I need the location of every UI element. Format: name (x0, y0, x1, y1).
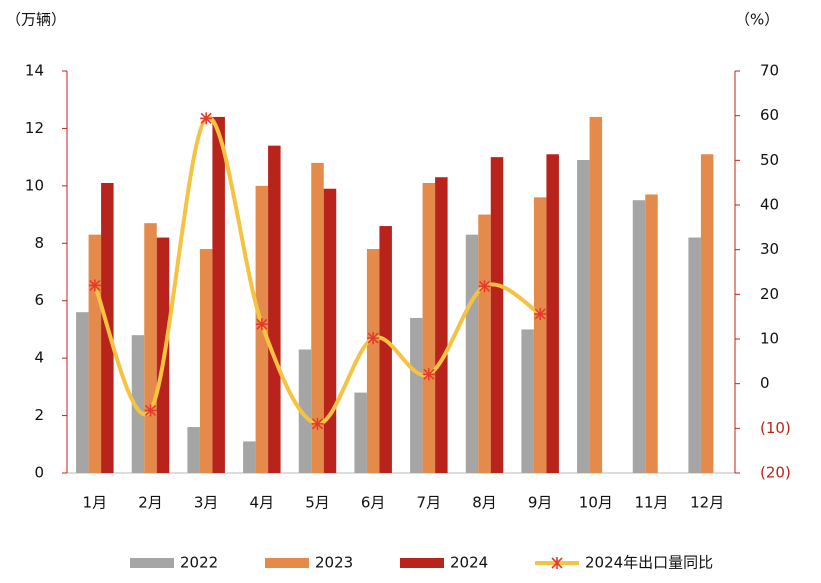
x-tick-label: 10月 (579, 494, 613, 512)
bar (700, 154, 714, 473)
y-tick-label: 8 (34, 234, 44, 252)
legend-label: 2024年出口量同比 (585, 554, 713, 572)
y-tick-label: 2 (34, 406, 44, 424)
y2-tick-label: 60 (760, 106, 779, 124)
y2-tick-label: (10) (760, 419, 791, 437)
bar (88, 234, 102, 473)
y-tick-label: 6 (34, 291, 44, 309)
bar (298, 349, 312, 473)
line-marker (255, 318, 268, 331)
x-tick-label: 1月 (83, 494, 108, 512)
y2-tick-label: 20 (760, 285, 779, 303)
bar (268, 145, 281, 473)
bar (410, 317, 423, 473)
legend-swatch (265, 558, 309, 568)
bar (366, 249, 380, 473)
bar (435, 177, 448, 473)
y2-tick-label: (20) (760, 464, 791, 482)
legend-label: 2022 (180, 554, 218, 572)
bar (311, 162, 324, 473)
line-marker (144, 404, 157, 417)
y-tick-label: 12 (25, 119, 44, 137)
bar (187, 427, 200, 473)
line-marker (422, 368, 435, 381)
y2-tick-label: 10 (760, 330, 779, 348)
bar (546, 154, 559, 473)
bar (577, 160, 590, 473)
y-axis-label: （万辆） (6, 11, 66, 29)
bar (589, 116, 603, 473)
x-tick-label: 6月 (361, 494, 386, 512)
y-tick-label: 0 (34, 464, 44, 482)
x-tick-label: 11月 (634, 494, 668, 512)
x-tick-label: 5月 (305, 494, 330, 512)
line-marker (200, 112, 213, 125)
y2-tick-label: 40 (760, 196, 779, 214)
y-tick-label: 10 (25, 176, 44, 194)
bar (478, 214, 491, 474)
bar (490, 157, 504, 473)
line-marker (367, 332, 380, 345)
line-marker (534, 307, 547, 320)
legend-swatch (130, 558, 174, 568)
bar (76, 312, 89, 473)
legend-label: 2024 (450, 554, 488, 572)
bar (465, 234, 479, 473)
bar (422, 182, 436, 473)
bar (645, 194, 658, 473)
y-tick-label: 14 (25, 62, 44, 80)
bar (632, 200, 646, 473)
bar (243, 441, 256, 473)
bar (131, 335, 145, 473)
x-tick-label: 7月 (417, 494, 442, 512)
bar (199, 249, 213, 473)
bar (323, 188, 337, 473)
bar (688, 237, 701, 473)
y2-tick-label: 50 (760, 151, 779, 169)
legend-label: 2023 (315, 554, 353, 572)
bar (354, 392, 367, 473)
line-marker (88, 279, 101, 292)
y-tick-label: 4 (34, 349, 44, 367)
bar (533, 197, 547, 474)
bar (379, 226, 392, 473)
x-tick-label: 9月 (528, 494, 553, 512)
y2-tick-label: 0 (760, 374, 770, 392)
y2-tick-label: 30 (760, 240, 779, 258)
x-tick-label: 8月 (472, 494, 497, 512)
bar (521, 329, 534, 473)
line-marker (311, 417, 324, 430)
bar (144, 223, 157, 473)
x-tick-label: 4月 (250, 494, 275, 512)
legend-swatch (400, 558, 444, 568)
y2-axis-label: （%） (735, 11, 779, 29)
y2-tick-label: 70 (760, 62, 779, 80)
bar (212, 116, 225, 473)
line (92, 115, 542, 426)
x-tick-label: 3月 (194, 494, 219, 512)
line-marker (478, 280, 491, 293)
x-tick-label: 12月 (690, 494, 724, 512)
x-tick-label: 2月 (138, 494, 163, 512)
